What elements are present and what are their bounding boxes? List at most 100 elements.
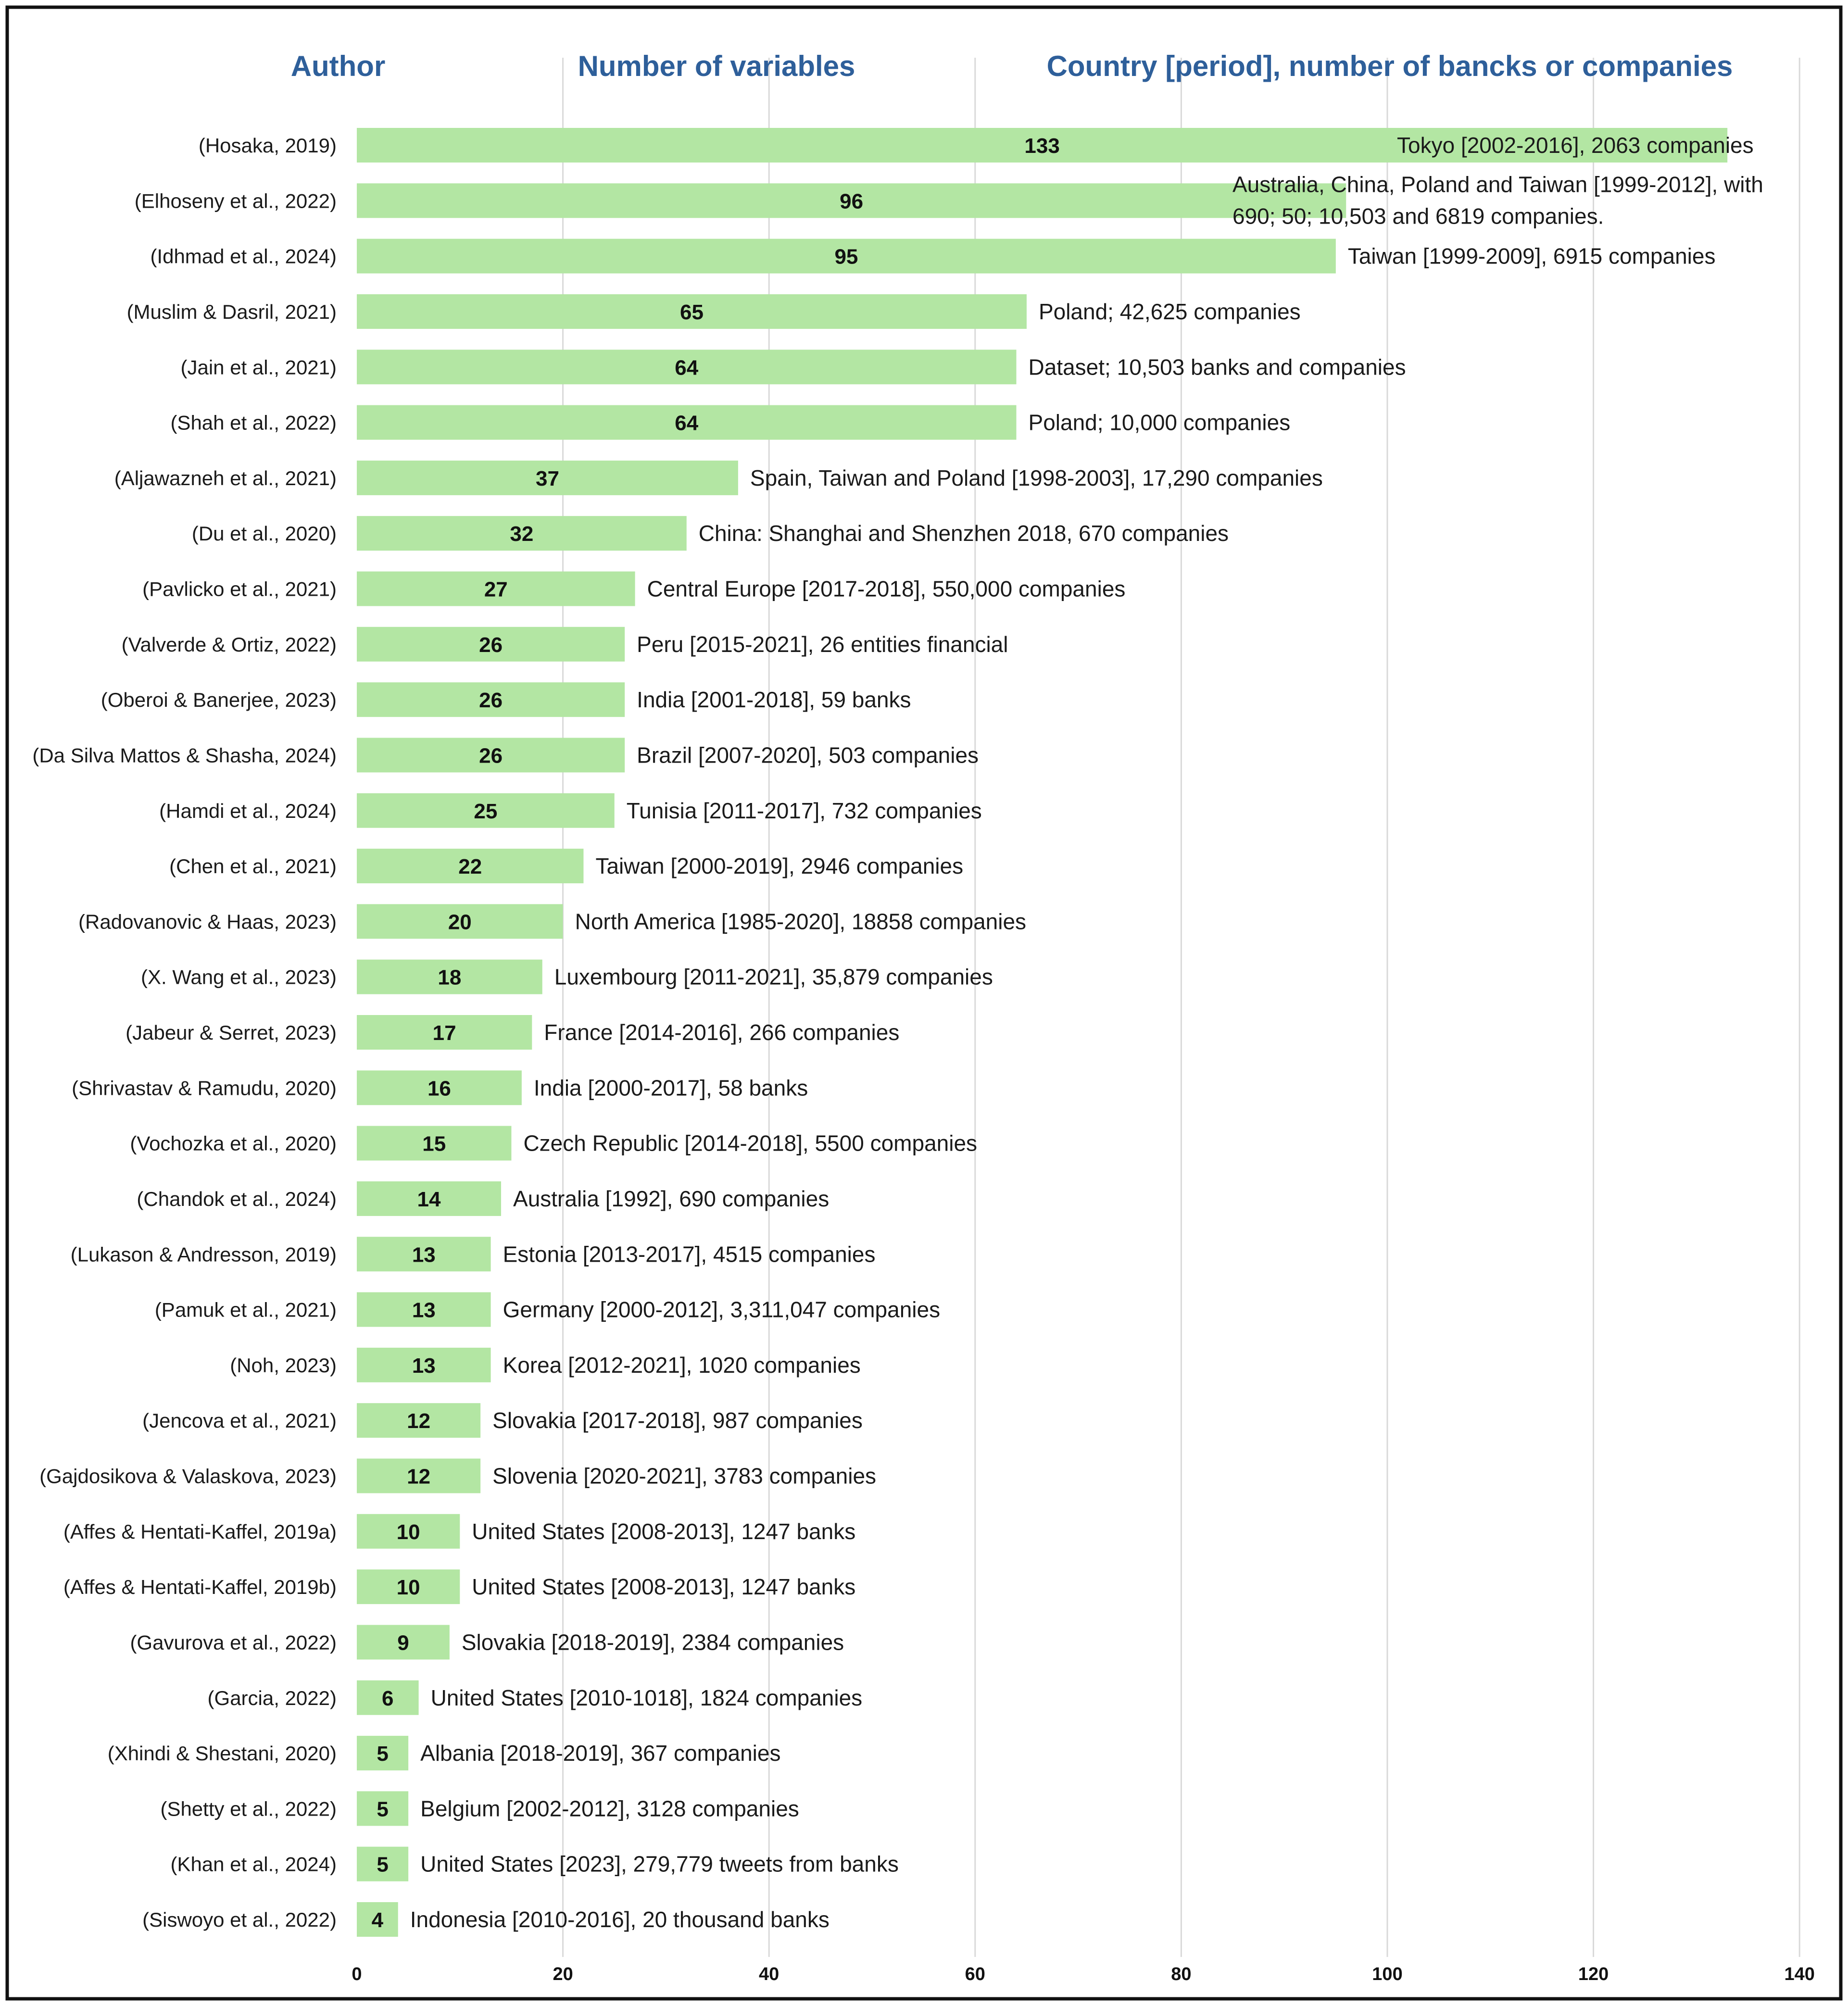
description-label: 690; 50; 10,503 and 6819 companies.: [1232, 203, 1604, 228]
value-label: 17: [433, 1021, 456, 1045]
author-label: (Vochozka et al., 2020): [130, 1132, 337, 1155]
value-label: 95: [834, 245, 858, 269]
bar: [357, 1736, 409, 1771]
description-label: Germany [2000-2012], 3,311,047 companies: [503, 1297, 941, 1322]
description-label: North America [1985-2020], 18858 compani…: [575, 909, 1026, 934]
bar: [357, 627, 625, 662]
author-label: (Siswoyo et al., 2022): [142, 1908, 337, 1931]
value-label: 18: [438, 966, 461, 990]
author-label: (Affes & Hentati-Kaffel, 2019a): [63, 1520, 337, 1543]
bar: [357, 1015, 532, 1050]
description-label: India [2001-2018], 59 banks: [637, 687, 911, 712]
value-label: 25: [474, 800, 497, 823]
description-label: Spain, Taiwan and Poland [1998-2003], 17…: [750, 465, 1323, 490]
description-label: France [2014-2016], 266 companies: [544, 1020, 899, 1045]
description-label: Brazil [2007-2020], 503 companies: [637, 742, 979, 767]
value-label: 13: [412, 1299, 436, 1322]
bar: [357, 1569, 460, 1605]
description-label: Taiwan [2000-2019], 2946 companies: [595, 853, 963, 878]
value-label: 96: [840, 189, 863, 213]
value-label: 26: [479, 633, 503, 657]
description-label: Indonesia [2010-2016], 20 thousand banks: [410, 1907, 830, 1932]
author-label: (Garcia, 2022): [208, 1687, 337, 1709]
author-label: (X. Wang et al., 2023): [141, 966, 337, 989]
value-label: 10: [397, 1520, 420, 1544]
description-label: Peru [2015-2021], 26 entities financial: [637, 632, 1008, 657]
author-label: (Shetty et al., 2022): [160, 1797, 337, 1820]
author-label: (Jabeur & Serret, 2023): [126, 1021, 337, 1044]
x-tick-label: 120: [1578, 1964, 1609, 1984]
author-label: (Khan et al., 2024): [170, 1853, 337, 1876]
description-label: Tunisia [2011-2017], 732 companies: [627, 798, 982, 823]
description-label: Czech Republic [2014-2018], 5500 compani…: [523, 1131, 977, 1156]
bar: [357, 294, 1027, 329]
author-label: (Shah et al., 2022): [170, 412, 337, 434]
value-label: 65: [680, 301, 704, 324]
bar: [357, 1403, 481, 1438]
description-label: Tokyo [2002-2016], 2063 companies: [1397, 133, 1754, 158]
bar: [357, 682, 625, 717]
description-label: Australia, China, Poland and Taiwan [199…: [1232, 172, 1763, 197]
value-label: 22: [458, 855, 482, 878]
x-tick-label: 0: [352, 1964, 362, 1984]
description-label: Slovenia [2020-2021], 3783 companies: [492, 1464, 876, 1489]
bar: [357, 1902, 398, 1937]
author-label: (Valverde & Ortiz, 2022): [122, 633, 337, 656]
bar: [357, 238, 1336, 274]
value-label: 10: [397, 1576, 420, 1599]
value-label: 37: [536, 467, 559, 490]
header-author: Author: [291, 50, 386, 82]
bar: [357, 1846, 409, 1881]
author-label: (Oberoi & Banerjee, 2023): [101, 689, 337, 711]
value-label: 13: [412, 1354, 436, 1378]
description-label: Poland; 42,625 companies: [1039, 299, 1301, 324]
author-label: (Du et al., 2020): [192, 522, 337, 545]
author-label: (Aljawazneh et al., 2021): [114, 467, 337, 489]
bar: [357, 350, 1017, 385]
bar: [357, 516, 687, 551]
description-label: Central Europe [2017-2018], 550,000 comp…: [647, 577, 1126, 602]
value-label: 12: [407, 1409, 430, 1433]
bar: [357, 793, 615, 828]
bar: [357, 1126, 512, 1161]
bars: [357, 128, 1728, 1937]
author-label: (Hamdi et al., 2024): [159, 800, 337, 822]
author-label: (Affes & Hentati-Kaffel, 2019b): [63, 1576, 337, 1598]
bar: [357, 1514, 460, 1549]
value-label: 64: [675, 412, 698, 435]
chart-frame: [5, 5, 1843, 2001]
x-tick-label: 20: [553, 1964, 573, 1984]
x-tick-label: 80: [1171, 1964, 1191, 1984]
description-label: China: Shanghai and Shenzhen 2018, 670 c…: [699, 521, 1229, 546]
bar: [357, 738, 625, 773]
value-label: 12: [407, 1465, 430, 1489]
description-label: Luxembourg [2011-2021], 35,879 companies: [554, 965, 993, 990]
description-label: Belgium [2002-2012], 3128 companies: [420, 1796, 799, 1821]
author-label: (Noh, 2023): [230, 1354, 337, 1377]
bar: [357, 1458, 481, 1493]
bar: [357, 1292, 491, 1327]
description-label: Taiwan [1999-2009], 6915 companies: [1348, 244, 1716, 269]
value-label: 27: [484, 578, 508, 602]
labels: 0 20 40 60 80 100 120 140 (Hosaka, 2019) 133 Tokyo…: [32, 133, 1815, 1984]
description-label: Albania [2018-2019], 367 companies: [420, 1741, 780, 1766]
value-label: 32: [510, 522, 533, 546]
bar: [357, 849, 584, 884]
value-label: 26: [479, 744, 503, 767]
value-label: 20: [448, 910, 472, 934]
author-label: (Pavlicko et al., 2021): [142, 578, 337, 601]
author-label: (Shrivastav & Ramudu, 2020): [72, 1077, 337, 1099]
value-label: 13: [412, 1243, 436, 1266]
author-label: (Muslim & Dasril, 2021): [127, 301, 337, 323]
bar: [357, 183, 1346, 218]
value-label: 16: [427, 1077, 451, 1100]
author-label: (Jencova et al., 2021): [142, 1409, 337, 1432]
description-label: Estonia [2013-2017], 4515 companies: [503, 1241, 876, 1266]
author-label: (Gajdosikova & Valaskova, 2023): [39, 1465, 337, 1488]
description-label: Dataset; 10,503 banks and companies: [1029, 354, 1406, 379]
header-country: Country [period], number of bancks or co…: [1047, 50, 1733, 82]
author-label: (Hosaka, 2019): [199, 134, 337, 157]
bar: [357, 1680, 419, 1715]
value-label: 5: [377, 1853, 388, 1877]
